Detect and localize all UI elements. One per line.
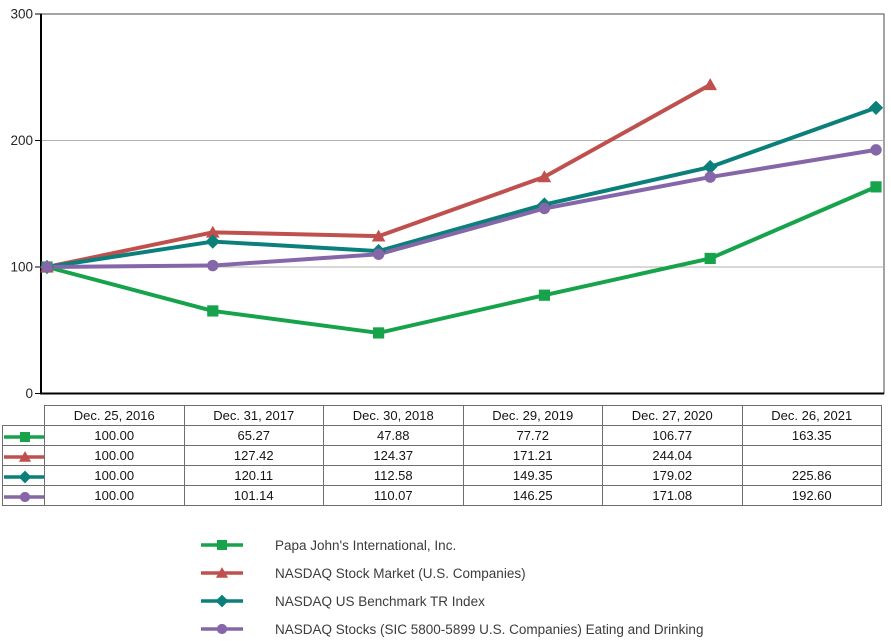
plot-border bbox=[40, 13, 885, 394]
column-header: Dec. 27, 2020 bbox=[602, 405, 743, 426]
table-cell: 171.21 bbox=[462, 445, 603, 466]
series-key-cell bbox=[2, 445, 45, 466]
table-cell: 100.00 bbox=[44, 445, 185, 466]
table-cell: 65.27 bbox=[183, 425, 324, 446]
table-cell: 47.88 bbox=[323, 425, 464, 446]
line-chart: 0 100 200 300 bbox=[10, 7, 885, 401]
nasdaq-benchmark-legend-key-icon bbox=[200, 594, 244, 608]
legend-item-papa-johns: Papa John's International, Inc. bbox=[200, 531, 703, 559]
column-header: Dec. 30, 2018 bbox=[323, 405, 464, 426]
nasdaq-eating-drinking-series-key-icon bbox=[4, 490, 44, 504]
legend-item-nasdaq-stock-market: NASDAQ Stock Market (U.S. Companies) bbox=[200, 559, 703, 587]
y-axis-label: 0 bbox=[25, 386, 33, 401]
data-table: Dec. 25, 2016 Dec. 31, 2017 Dec. 30, 201… bbox=[2, 405, 882, 506]
y-axis-label: 100 bbox=[10, 260, 33, 275]
series-markers-nasdaq-stock-market bbox=[40, 78, 718, 273]
table-cell: 149.35 bbox=[462, 465, 603, 486]
series-line-papa-johns bbox=[46, 185, 877, 335]
legend-item-nasdaq-eating-drinking: NASDAQ Stocks (SIC 5800-5899 U.S. Compan… bbox=[200, 615, 703, 641]
table-row-nasdaq-eating-drinking: 100.00 101.14 110.07 146.25 171.08 192.6… bbox=[2, 485, 882, 506]
table-cell: 112.58 bbox=[323, 465, 464, 486]
legend-label: Papa John's International, Inc. bbox=[275, 537, 457, 553]
table-cell: 244.04 bbox=[602, 445, 743, 466]
legend-label: NASDAQ US Benchmark TR Index bbox=[275, 593, 485, 609]
papa-johns-legend-key-icon bbox=[200, 538, 244, 552]
series-line-nasdaq-eating-drinking bbox=[46, 147, 877, 269]
y-axis-label: 200 bbox=[10, 133, 33, 148]
column-header: Dec. 31, 2017 bbox=[183, 405, 324, 426]
table-cell bbox=[741, 445, 882, 466]
legend-item-nasdaq-benchmark: NASDAQ US Benchmark TR Index bbox=[200, 587, 703, 615]
table-cell: 106.77 bbox=[602, 425, 743, 446]
table-cell: 163.35 bbox=[741, 425, 882, 446]
table-cell: 101.14 bbox=[183, 485, 324, 506]
series-key-cell bbox=[2, 485, 45, 506]
table-header-row: Dec. 25, 2016 Dec. 31, 2017 Dec. 30, 201… bbox=[3, 405, 882, 426]
table-cell: 225.86 bbox=[741, 465, 882, 486]
legend-label: NASDAQ Stocks (SIC 5800-5899 U.S. Compan… bbox=[275, 621, 704, 637]
table-cell: 124.37 bbox=[323, 445, 464, 466]
papa-johns-series-key-icon bbox=[4, 430, 44, 444]
nasdaq-stock-market-series-key-icon bbox=[4, 450, 44, 464]
table-row-nasdaq-stock-market: 100.00 127.42 124.37 171.21 244.04 bbox=[2, 445, 882, 466]
legend: Papa John's International, Inc. NASDAQ S… bbox=[200, 531, 703, 641]
table-cell: 120.11 bbox=[183, 465, 324, 486]
table-cell: 110.07 bbox=[323, 485, 464, 506]
column-header: Dec. 25, 2016 bbox=[44, 405, 185, 426]
table-row-papa-johns: 100.00 65.27 47.88 77.72 106.77 163.35 bbox=[2, 425, 882, 446]
table-cell: 179.02 bbox=[602, 465, 743, 486]
legend-label: NASDAQ Stock Market (U.S. Companies) bbox=[275, 565, 526, 581]
table-cell: 146.25 bbox=[462, 485, 603, 506]
column-header: Dec. 29, 2019 bbox=[462, 405, 603, 426]
table-cell: 100.00 bbox=[44, 485, 185, 506]
table-cell: 77.72 bbox=[462, 425, 603, 446]
series-key-cell bbox=[2, 465, 45, 486]
nasdaq-eating-drinking-legend-key-icon bbox=[200, 622, 244, 636]
table-cell: 127.42 bbox=[183, 445, 324, 466]
series-key-cell bbox=[2, 425, 45, 446]
table-cell: 192.60 bbox=[741, 485, 882, 506]
column-header: Dec. 26, 2021 bbox=[741, 405, 882, 426]
y-axis-label: 300 bbox=[10, 7, 33, 22]
nasdaq-benchmark-series-key-icon bbox=[4, 470, 44, 484]
table-cell: 100.00 bbox=[44, 425, 185, 446]
table-row-nasdaq-benchmark: 100.00 120.11 112.58 149.35 179.02 225.8… bbox=[2, 465, 882, 486]
table-cell: 100.00 bbox=[44, 465, 185, 486]
nasdaq-stock-market-legend-key-icon bbox=[200, 566, 244, 580]
table-corner-cell bbox=[3, 406, 45, 426]
series-markers-nasdaq-eating-drinking bbox=[41, 144, 882, 273]
series-line-nasdaq-benchmark bbox=[46, 105, 877, 269]
table-cell: 171.08 bbox=[602, 485, 743, 506]
